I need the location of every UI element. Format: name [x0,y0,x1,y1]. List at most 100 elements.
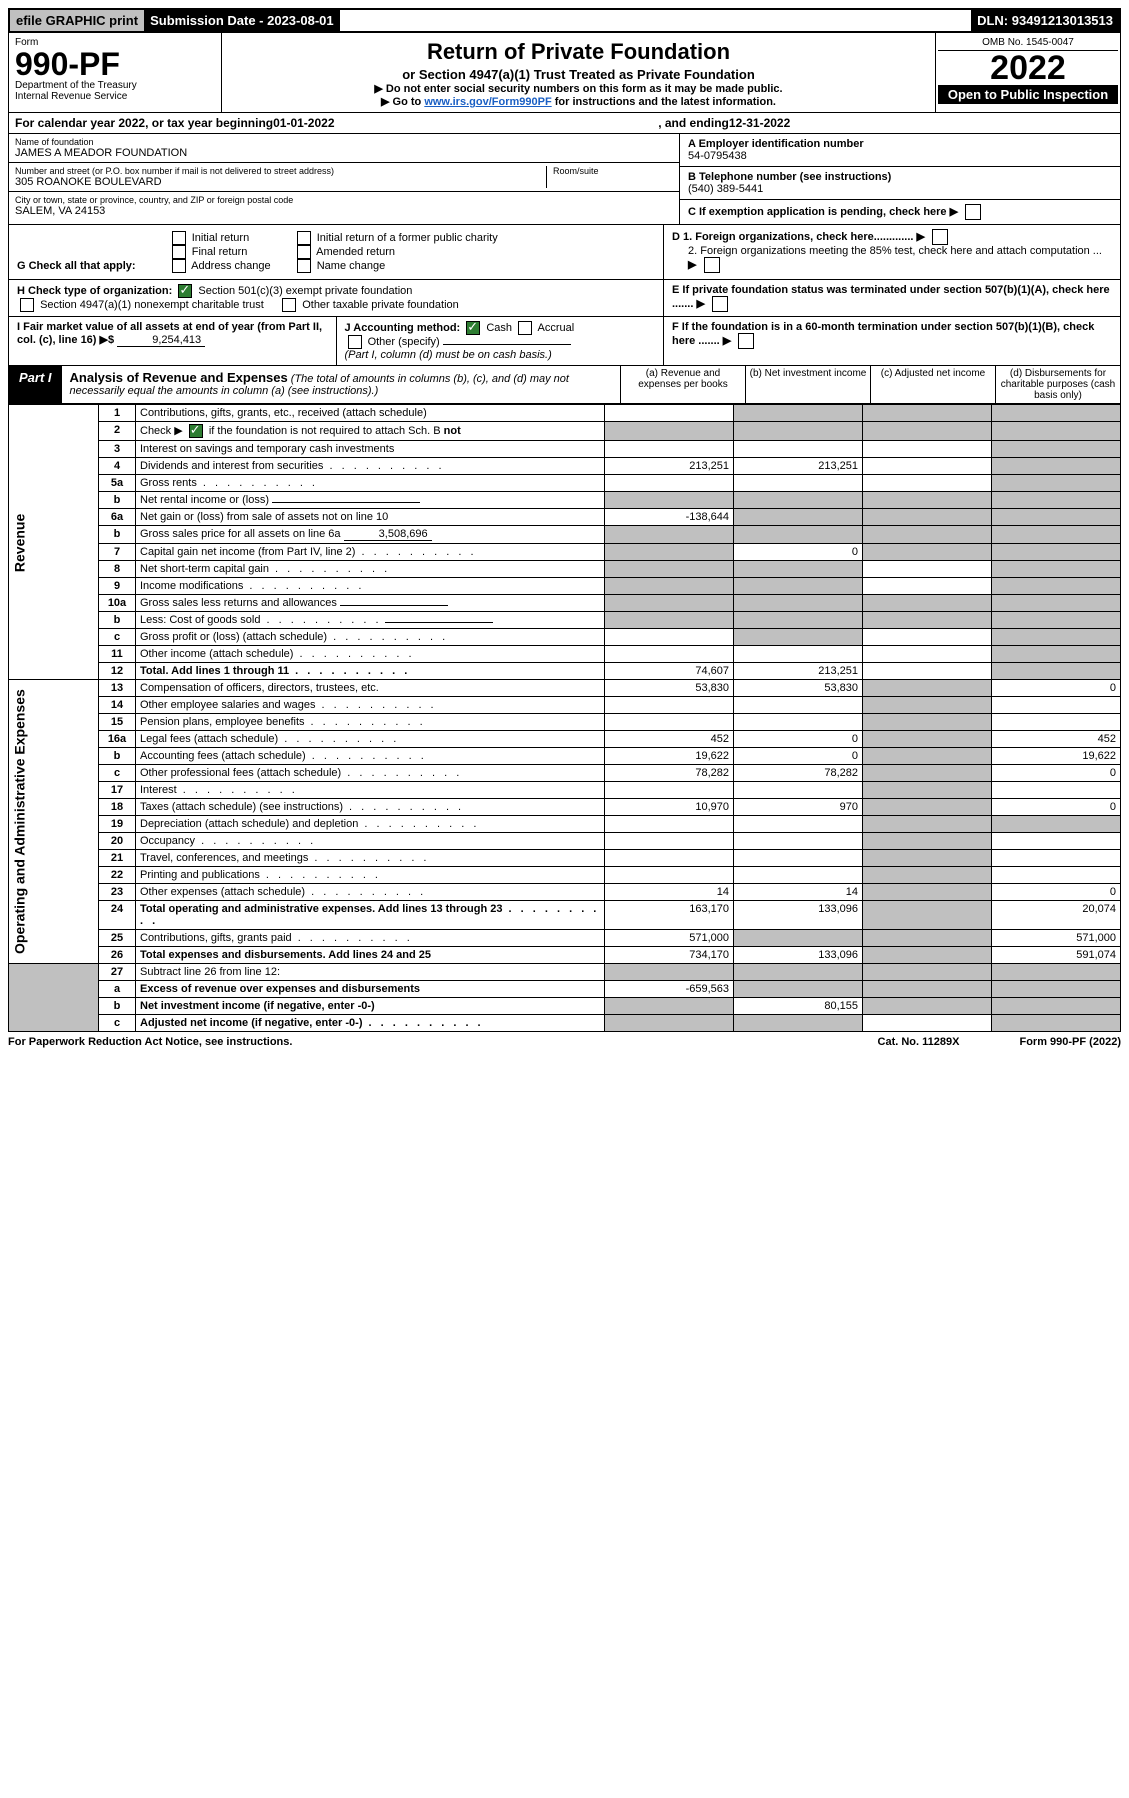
table-row: cGross profit or (loss) (attach schedule… [9,629,1121,646]
table-row: 18Taxes (attach schedule) (see instructi… [9,799,1121,816]
f-checkbox[interactable] [738,333,754,349]
accrual-checkbox[interactable] [518,321,532,335]
e-terminated: E If private foundation status was termi… [663,280,1120,316]
table-row: 6aNet gain or (loss) from sale of assets… [9,509,1121,526]
top-bar: efile GRAPHIC print Submission Date - 20… [8,8,1121,33]
h-and-e-grid: H Check type of organization: Section 50… [8,280,1121,317]
initial-former-checkbox[interactable] [297,231,311,245]
table-row: 9Income modifications [9,578,1121,595]
e-checkbox[interactable] [712,296,728,312]
table-row: 26Total expenses and disbursements. Add … [9,947,1121,964]
g-and-d-grid: G Check all that apply: Initial return F… [8,225,1121,280]
tax-year: 2022 [938,51,1118,85]
catalog-number: Cat. No. 11289X [878,1036,960,1048]
table-row: bNet investment income (if negative, ent… [9,998,1121,1015]
table-row: bGross sales price for all assets on lin… [9,526,1121,544]
s4947-checkbox[interactable] [20,298,34,312]
table-row: 20Occupancy [9,833,1121,850]
table-row: 17Interest [9,782,1121,799]
other-method-checkbox[interactable] [348,335,362,349]
table-row: 8Net short-term capital gain [9,561,1121,578]
ein-cell: A Employer identification number 54-0795… [680,134,1120,167]
table-row: 2 Check ▶ if the foundation is not requi… [9,422,1121,441]
table-row: aExcess of revenue over expenses and dis… [9,981,1121,998]
d2-checkbox[interactable] [704,257,720,273]
col-b-header: (b) Net investment income [745,366,870,403]
address-change-checkbox[interactable] [172,259,186,273]
table-row: 4Dividends and interest from securities2… [9,458,1121,475]
page-footer: For Paperwork Reduction Act Notice, see … [8,1032,1121,1048]
form-id-block: Form 990-PF Department of the Treasury I… [9,33,222,112]
pra-notice: For Paperwork Reduction Act Notice, see … [8,1036,292,1048]
table-row: bLess: Cost of goods sold [9,612,1121,629]
table-row: 10aGross sales less returns and allowanc… [9,595,1121,612]
col-d-header: (d) Disbursements for charitable purpose… [995,366,1120,403]
table-row: cOther professional fees (attach schedul… [9,765,1121,782]
table-row: 24Total operating and administrative exp… [9,901,1121,930]
table-row: 19Depreciation (attach schedule) and dep… [9,816,1121,833]
telephone-cell: B Telephone number (see instructions) (5… [680,167,1120,200]
table-row: 27Subtract line 26 from line 12: [9,964,1121,981]
table-row: 14Other employee salaries and wages [9,697,1121,714]
submission-date: Submission Date - 2023-08-01 [144,10,340,31]
j-accounting: J Accounting method: Cash Accrual Other … [337,317,664,365]
amended-return-checkbox[interactable] [297,245,311,259]
other-taxable-checkbox[interactable] [282,298,296,312]
address-cell: Number and street (or P.O. box number if… [9,163,679,192]
dln: DLN: 93491213013513 [971,10,1119,31]
efile-label[interactable]: efile GRAPHIC print [10,10,144,31]
i-fmv: I Fair market value of all assets at end… [9,317,337,365]
i-j-f-grid: I Fair market value of all assets at end… [8,317,1121,366]
table-row: 21Travel, conferences, and meetings [9,850,1121,867]
table-row: Revenue 1 Contributions, gifts, grants, … [9,405,1121,422]
table-row: 15Pension plans, employee benefits [9,714,1121,731]
table-row: 12Total. Add lines 1 through 1174,607213… [9,663,1121,680]
table-row: 11Other income (attach schedule) [9,646,1121,663]
instructions-link-line: ▶ Go to www.irs.gov/Form990PF for instru… [230,95,927,108]
fmv-value: 9,254,413 [117,334,205,347]
form-header: Form 990-PF Department of the Treasury I… [8,33,1121,113]
table-row: 25Contributions, gifts, grants paid571,0… [9,930,1121,947]
calendar-year-line: For calendar year 2022, or tax year begi… [8,113,1121,134]
s501c3-checkbox[interactable] [178,284,192,298]
g-label: G Check all that apply: [17,260,136,272]
year-block: OMB No. 1545-0047 2022 Open to Public In… [935,33,1120,112]
d2-foreign: 2. Foreign organizations meeting the 85%… [672,245,1112,273]
city-cell: City or town, state or province, country… [9,192,679,220]
final-return-checkbox[interactable] [172,245,186,259]
table-row: 23Other expenses (attach schedule)14140 [9,884,1121,901]
table-row: 22Printing and publications [9,867,1121,884]
d1-foreign: D 1. Foreign organizations, check here..… [672,229,1112,245]
table-row: cAdjusted net income (if negative, enter… [9,1015,1121,1032]
initial-return-checkbox[interactable] [172,231,186,245]
c-checkbox[interactable] [965,204,981,220]
revenue-section-label: Revenue [9,405,99,680]
cash-checkbox[interactable] [466,321,480,335]
table-row: 7Capital gain net income (from Part IV, … [9,544,1121,561]
foundation-name-cell: Name of foundation JAMES A MEADOR FOUNDA… [9,134,679,163]
d1-checkbox[interactable] [932,229,948,245]
table-row: 5aGross rents [9,475,1121,492]
table-row: Operating and Administrative Expenses 13… [9,680,1121,697]
f-60month: F If the foundation is in a 60-month ter… [663,317,1120,365]
irs-link[interactable]: www.irs.gov/Form990PF [424,96,551,108]
table-row: bNet rental income or (loss) [9,492,1121,509]
form-title-block: Return of Private Foundation or Section … [222,33,935,112]
identity-grid: Name of foundation JAMES A MEADOR FOUNDA… [8,134,1121,225]
name-change-checkbox[interactable] [297,259,311,273]
col-a-header: (a) Revenue and expenses per books [620,366,745,403]
form-ref: Form 990-PF (2022) [1019,1036,1121,1048]
table-row: 3Interest on savings and temporary cash … [9,441,1121,458]
part-1-table: Revenue 1 Contributions, gifts, grants, … [8,404,1121,1032]
open-public-badge: Open to Public Inspection [938,85,1118,104]
table-row: 16aLegal fees (attach schedule)4520452 [9,731,1121,748]
table-row: bAccounting fees (attach schedule)19,622… [9,748,1121,765]
sch-b-checkbox[interactable] [189,424,203,438]
form-number: 990-PF [15,48,215,80]
h-label: H Check type of organization: [17,285,172,297]
c-exemption: C If exemption application is pending, c… [680,200,1120,224]
part-1-header: Part I Analysis of Revenue and Expenses … [8,366,1121,404]
expenses-section-label: Operating and Administrative Expenses [9,680,99,964]
col-c-header: (c) Adjusted net income [870,366,995,403]
form-title: Return of Private Foundation [230,39,927,65]
